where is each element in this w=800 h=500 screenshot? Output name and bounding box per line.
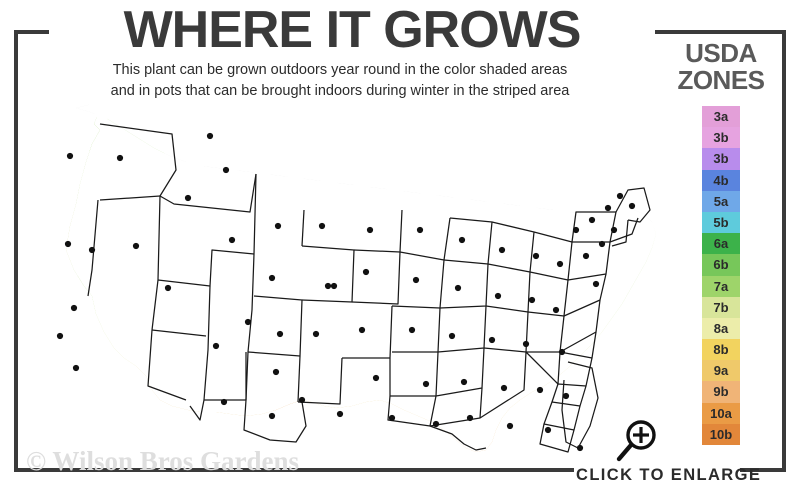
legend-zone-7a-8: 7a: [702, 275, 740, 297]
city-dots: [56, 132, 636, 452]
legend-zone-9b-13: 9b: [702, 381, 740, 403]
legend-color-scale: 3a 3b 3b 4b 5a 5b 6a 6b 7a 7b 8a 8b 9a 9b 10a 10b: [702, 106, 740, 445]
usda-zones-legend: USDA ZONES 3a 3b 3b 4b 5a 5b 6a 6b 7a 7b 8a 8b 9a 9b 1…: [660, 40, 782, 445]
frame-bottom-left-segment: [14, 468, 574, 472]
magnifier-svg: [616, 420, 656, 462]
legend-zone-3b-2: 3b: [702, 148, 740, 170]
watermark: © Wilson Bros Gardens: [26, 446, 299, 476]
subtitle-line-2: and in pots that can be brought indoors …: [110, 83, 570, 99]
legend-zone-5b-5: 5b: [702, 211, 740, 234]
subtitle: This plant can be grown outdoors year ro…: [40, 60, 640, 102]
map-borders: [65, 103, 657, 453]
legend-title-line-2: ZONES: [677, 65, 765, 95]
legend-zone-7b-9: 7b: [702, 296, 740, 318]
magnifier-plus-icon[interactable]: [614, 418, 660, 464]
legend-zone-4b-3: 4b: [702, 169, 740, 191]
legend-zone-8a-10: 8a: [702, 317, 740, 340]
click-to-enlarge-label[interactable]: CLICK TO ENLARGE: [576, 466, 762, 484]
frame-bottom-right-segment: [740, 468, 786, 472]
legend-zone-8b-11: 8b: [702, 339, 740, 361]
legend-zone-5a-4: 5a: [702, 190, 740, 212]
frame-top-right-segment: [655, 30, 786, 34]
legend-zone-6b-7: 6b: [702, 254, 740, 276]
usda-zone-map[interactable]: [40, 100, 660, 470]
frame-top-left-segment: [14, 30, 49, 34]
subtitle-line-1: This plant can be grown outdoors year ro…: [112, 62, 568, 78]
map-svg: [56, 103, 657, 453]
legend-title-line-1: USDA: [685, 38, 757, 68]
legend-zone-10b-15: 10b: [702, 423, 740, 445]
legend-zone-10a-14: 10a: [702, 402, 740, 424]
legend-zone-9a-12: 9a: [702, 360, 740, 382]
legend-zone-3a-0: 3a: [702, 106, 740, 128]
page-title: WHERE IT GROWS: [123, 1, 582, 59]
frame-right-segment: [782, 30, 786, 472]
frame-left-segment: [14, 30, 18, 472]
legend-zone-6a-6: 6a: [702, 233, 740, 255]
legend-zone-3b-1: 3b: [702, 127, 740, 149]
